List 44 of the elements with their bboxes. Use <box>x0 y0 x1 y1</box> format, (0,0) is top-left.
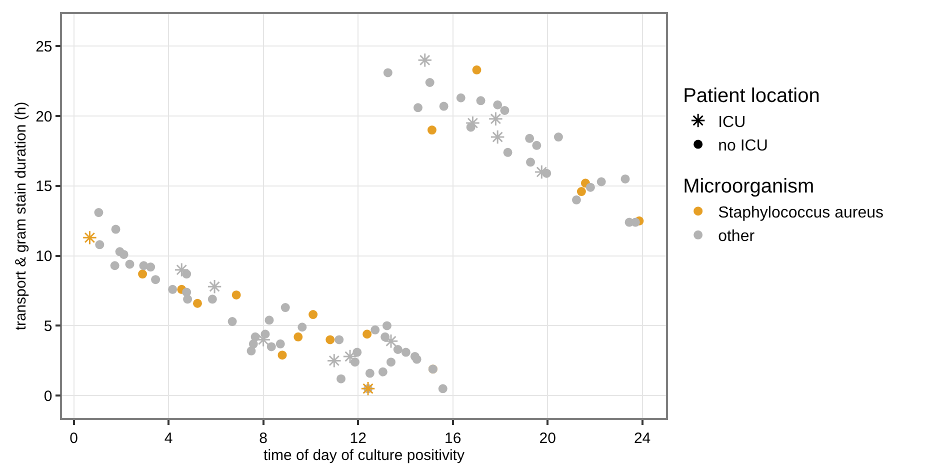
y-tick-label: 20 <box>36 108 52 126</box>
point <box>278 350 287 360</box>
point <box>427 126 436 135</box>
x-tick-label: 12 <box>350 430 366 447</box>
point <box>342 349 358 364</box>
y-tick-label: 0 <box>44 388 52 405</box>
point <box>326 335 335 344</box>
point <box>362 330 372 339</box>
point <box>174 262 189 278</box>
x-tick-label: 20 <box>539 430 556 447</box>
x-tick-label: 16 <box>444 430 462 447</box>
point <box>326 353 342 368</box>
point <box>534 164 549 180</box>
point <box>465 116 480 130</box>
y-tick-label: 5 <box>44 318 52 335</box>
y-tick-label: 10 <box>36 248 52 266</box>
point <box>472 65 482 74</box>
point <box>576 187 586 196</box>
point <box>232 290 241 300</box>
y-tick-label: 25 <box>36 38 52 56</box>
text: Patient location <box>683 84 820 107</box>
point <box>384 334 398 348</box>
point <box>490 130 505 144</box>
point <box>488 111 504 126</box>
y-axis-title: transport & gram stain duration (h) <box>12 102 30 330</box>
legend-label: no ICU <box>718 138 768 155</box>
x-tick-label: 4 <box>164 430 173 447</box>
x-tick-label: 24 <box>634 430 651 447</box>
point <box>360 381 376 396</box>
point <box>308 310 318 320</box>
point <box>138 270 148 279</box>
legend-label: Staphylococcus aureus <box>718 204 884 222</box>
point <box>418 52 432 68</box>
point <box>294 332 303 342</box>
y-tick-label: 15 <box>36 178 52 196</box>
point <box>207 279 222 294</box>
point <box>82 230 98 246</box>
legend-label: ICU <box>718 114 746 131</box>
x-tick-label: 8 <box>259 430 268 447</box>
legend-label: other <box>718 228 756 246</box>
x-tick-label: 0 <box>70 430 78 447</box>
x-axis-title: time of day of culture positivity <box>264 446 465 464</box>
text: Microorganism <box>683 176 814 198</box>
point <box>192 298 202 308</box>
